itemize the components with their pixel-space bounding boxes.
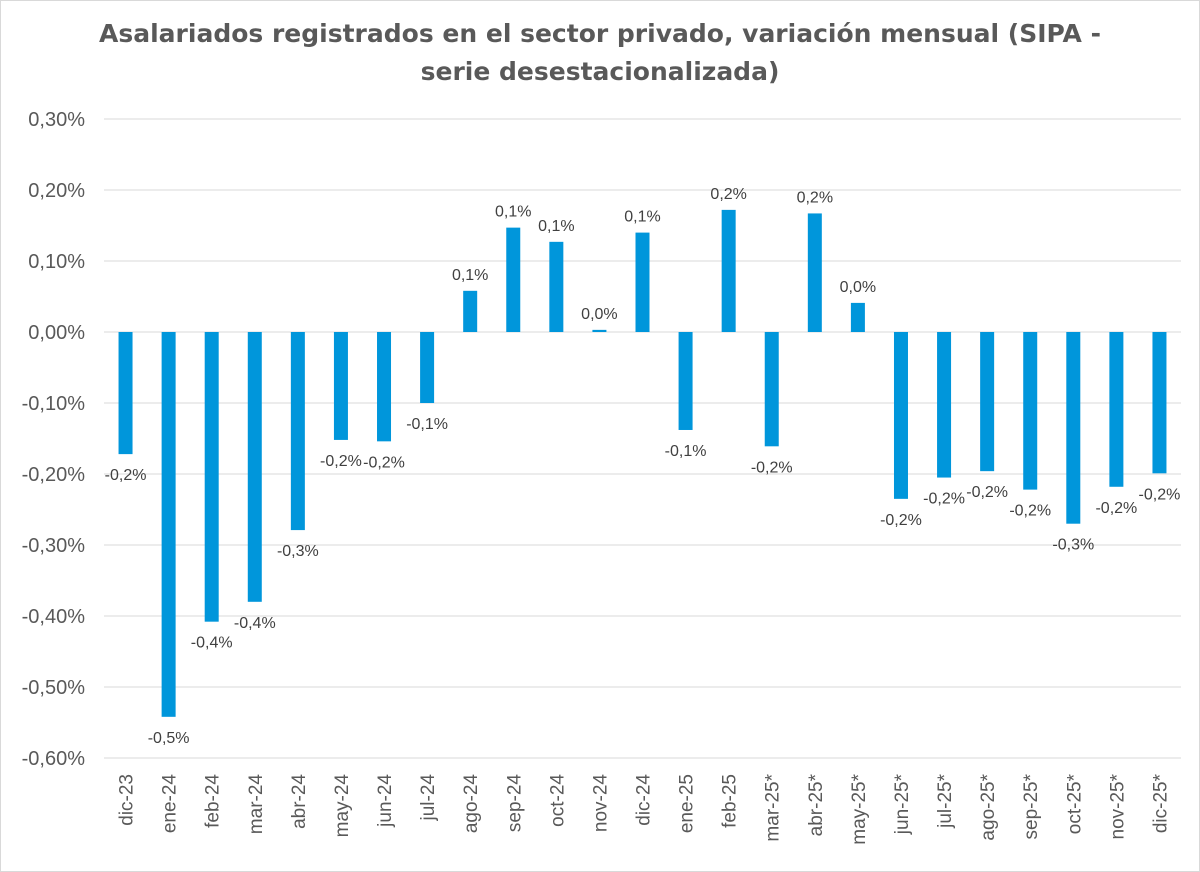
x-tick-label: dic-23 <box>117 774 138 826</box>
data-label: -0,5% <box>148 730 190 747</box>
x-tick-label: sep-25* <box>1021 773 1042 839</box>
x-tick-label: dic-24 <box>634 774 655 826</box>
data-label: 0,1% <box>495 204 531 221</box>
bar <box>592 329 607 332</box>
x-tick-label: may-25* <box>849 773 870 844</box>
y-tick-label: -0,20% <box>22 464 86 486</box>
y-tick-label: 0,20% <box>28 180 85 202</box>
y-tick-label: 0,30% <box>28 109 85 131</box>
bar <box>204 332 219 622</box>
x-tick-label: abr-24 <box>289 774 310 829</box>
data-label: -0,2% <box>751 459 793 476</box>
data-label: -0,2% <box>320 453 362 470</box>
x-tick-label: mar-24 <box>246 774 267 835</box>
bar <box>463 290 478 332</box>
x-tick-label: sep-24 <box>504 774 525 833</box>
data-label: -0,2% <box>1139 486 1181 503</box>
data-label: -0,2% <box>966 484 1008 501</box>
data-label: -0,3% <box>277 543 319 560</box>
chart-title: Asalariados registrados en el sector pri… <box>1 15 1199 91</box>
bar <box>937 332 952 478</box>
bar <box>506 227 521 332</box>
x-tick-label: ago-24 <box>461 774 482 834</box>
x-tick-label: ago-25* <box>978 773 999 840</box>
data-label: -0,2% <box>923 491 965 508</box>
y-tick-label: -0,40% <box>22 606 86 628</box>
x-tick-label: abr-25* <box>806 773 827 836</box>
y-tick-label: -0,10% <box>22 393 86 415</box>
x-tick-label: ene-25 <box>677 774 698 833</box>
x-tick-label: may-24 <box>332 774 353 838</box>
x-tick-label: oct-25* <box>1064 773 1085 834</box>
bar <box>893 332 908 499</box>
y-tick-label: 0,10% <box>28 251 85 273</box>
y-tick-label: 0,00% <box>28 322 85 344</box>
data-label: -0,2% <box>880 512 922 529</box>
bar <box>807 213 822 332</box>
x-tick-label: ene-24 <box>160 774 181 834</box>
data-label: 0,1% <box>452 267 488 284</box>
data-label: -0,2% <box>1009 503 1051 520</box>
x-tick-label: mar-25* <box>763 773 784 841</box>
bar <box>333 332 348 440</box>
data-label: 0,2% <box>797 189 833 206</box>
x-tick-label: nov-25* <box>1107 773 1128 839</box>
data-label: -0,3% <box>1052 537 1094 554</box>
bar <box>290 332 305 531</box>
x-tick-label: jul-25* <box>935 773 956 828</box>
bar <box>678 332 693 430</box>
y-tick-label: -0,50% <box>22 677 86 699</box>
bar <box>1023 332 1038 490</box>
bar <box>721 209 736 332</box>
bar <box>161 332 176 717</box>
x-tick-label: feb-25 <box>720 774 741 828</box>
data-label: 0,0% <box>581 306 617 323</box>
x-tick-label: feb-24 <box>203 774 224 828</box>
bar <box>635 232 650 332</box>
x-tick-label: jun-24 <box>375 774 396 828</box>
x-tick-label: oct-24 <box>547 774 568 827</box>
bar <box>1066 332 1081 524</box>
bar <box>549 241 564 332</box>
bar <box>377 332 392 442</box>
bar <box>850 302 865 332</box>
x-tick-label: jun-25* <box>892 773 913 835</box>
bar <box>420 332 435 403</box>
bar <box>247 332 262 602</box>
x-tick-label: nov-24 <box>590 774 611 833</box>
data-label: 0,0% <box>840 279 876 296</box>
bar <box>764 332 779 447</box>
data-label: -0,2% <box>1095 500 1137 517</box>
data-label: -0,2% <box>105 467 147 484</box>
data-label: 0,2% <box>710 186 746 203</box>
data-label: -0,4% <box>191 635 233 652</box>
data-label: -0,1% <box>665 443 707 460</box>
data-label: -0,2% <box>363 454 405 471</box>
data-label: -0,1% <box>406 416 448 433</box>
bar <box>118 332 133 455</box>
x-tick-label: dic-25* <box>1150 773 1171 833</box>
data-label: 0,1% <box>624 209 660 226</box>
y-tick-label: -0,30% <box>22 535 86 557</box>
data-label: -0,4% <box>234 615 276 632</box>
y-tick-label: -0,60% <box>22 748 86 770</box>
data-label: 0,1% <box>538 218 574 235</box>
bar <box>1109 332 1124 487</box>
chart-title-line-2: serie desestacionalizada) <box>420 57 780 86</box>
bar <box>1152 332 1167 474</box>
chart-title-line-1: Asalariados registrados en el sector pri… <box>99 19 1101 48</box>
x-tick-label: jul-24 <box>418 774 439 822</box>
bar <box>980 332 995 472</box>
